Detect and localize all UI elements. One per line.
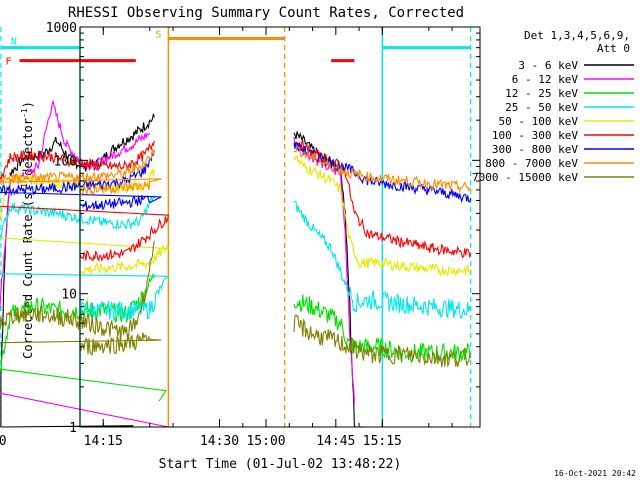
y-tick-label-3: 1000 [46, 21, 77, 36]
series-3-segment-0 [0, 194, 170, 322]
night-label: N [11, 37, 17, 48]
flare-label: F [6, 57, 12, 68]
legend-label-6: 300 - 800 keV [492, 143, 578, 156]
series-6-segment-0 [0, 149, 162, 211]
series-5-segment-0 [0, 140, 170, 262]
legend-label-7: 800 - 7000 keV [485, 157, 578, 170]
svg-text:Corrected Count Rate (s-1 dete: Corrected Count Rate (s-1 detector-1) [20, 101, 35, 359]
legend-header-1: Att 0 [597, 42, 630, 55]
series-7-segment-0 [0, 148, 162, 196]
legend-label-2: 12 - 25 keV [505, 87, 578, 100]
x-tick-label-3: 14:45 [316, 434, 355, 449]
legend-label-5: 100 - 300 keV [492, 129, 578, 142]
chart-title: RHESSI Observing Summary Count Rates, Co… [68, 5, 464, 21]
y-axis-label: Corrected Count Rate (s-1 detector-1) [20, 101, 35, 359]
y-label-part-1: Corrected Count Rate (s [21, 193, 35, 359]
legend-label-0: 3 - 6 keV [518, 59, 578, 72]
y-label-part-3: ) [21, 101, 35, 108]
timestamp: 16-Oct-2021 20:42 [554, 469, 636, 478]
series-layer [0, 99, 472, 428]
series-7-segment-1 [293, 144, 472, 194]
x-tick-label-4: 15:00 [246, 434, 285, 449]
x-tick-label-1: 14:15 [84, 434, 123, 449]
series-4-segment-1 [293, 154, 471, 278]
y-tick-label-1: 10 [61, 288, 77, 303]
plot-frame [79, 26, 481, 428]
series-4-segment-0 [0, 168, 170, 276]
axes-layer: 1 10 100 1000 14:00 14:15 14:30 14:45 15:00 15:15 [0, 21, 481, 449]
legend-label-3: 25 - 50 keV [505, 101, 578, 114]
x-tick-label-2: 14:30 [200, 434, 239, 449]
series-2-segment-1 [293, 294, 472, 364]
saa-label: S [155, 29, 161, 40]
series-8-segment-1 [293, 314, 472, 368]
legend-label-8: 7000 - 15000 keV [472, 171, 578, 184]
x-tick-label-5: 15:15 [363, 434, 402, 449]
y-tick-label-0: 1 [69, 421, 77, 436]
y-label-sup-2: -1 [20, 108, 29, 118]
x-axis-label: Start Time (01-Jul-02 13:48:22) [159, 457, 402, 472]
y-label-sup-1: -1 [20, 183, 29, 193]
annotation-layer: NF S [0, 27, 472, 427]
series-8-segment-0 [0, 240, 162, 356]
y-tick-label-2: 100 [54, 154, 77, 169]
series-3-segment-1 [293, 200, 472, 320]
series-2-segment-0 [0, 273, 167, 402]
x-tick-label-0: 14:00 [0, 434, 7, 449]
legend-label-4: 50 - 100 keV [499, 115, 579, 128]
legend-label-1: 6 - 12 keV [512, 73, 579, 86]
y-label-part-2: detector [21, 118, 35, 183]
legend-header-0: Det 1,3,4,5,6,9, [524, 29, 630, 42]
